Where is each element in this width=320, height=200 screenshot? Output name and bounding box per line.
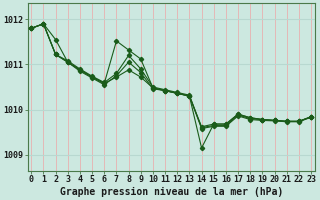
- X-axis label: Graphe pression niveau de la mer (hPa): Graphe pression niveau de la mer (hPa): [60, 186, 283, 197]
